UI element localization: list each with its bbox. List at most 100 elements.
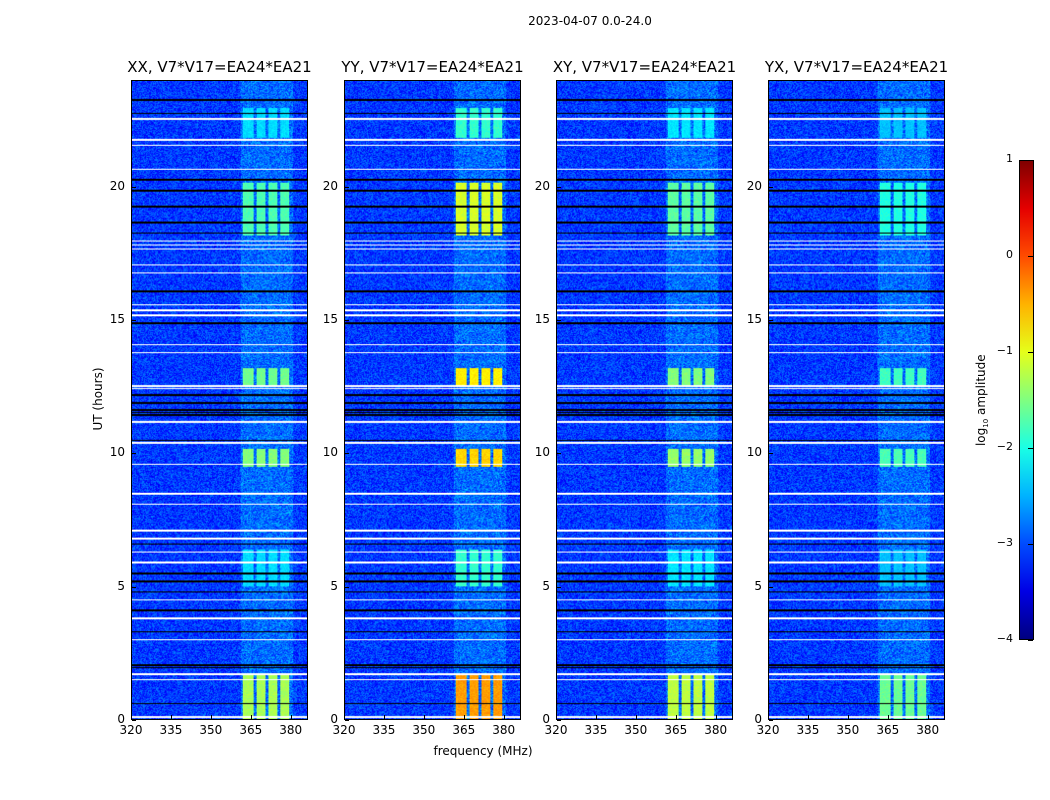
x-tick-mark	[556, 715, 557, 719]
heatmap-image	[769, 81, 944, 719]
y-tick-label: 5	[330, 578, 338, 593]
heatmap-image	[557, 81, 732, 719]
y-tick-label: 5	[754, 578, 762, 593]
x-tick-label: 320	[544, 723, 568, 737]
y-tick-label: 15	[534, 312, 550, 326]
y-tick-label: 20	[109, 178, 125, 193]
x-tick-label: 335	[796, 723, 820, 737]
y-tick-mark	[132, 720, 136, 721]
y-tick-label: 0	[117, 712, 125, 726]
y-tick-mark	[769, 453, 773, 455]
heatmap-panel-1	[344, 80, 521, 720]
heatmap-image	[132, 81, 307, 719]
colorbar-tick-label: −4	[996, 632, 1013, 645]
panel-title: YY, V7*V17=EA24*EA21	[341, 58, 524, 76]
x-tick-label: 335	[584, 723, 608, 737]
y-tick-label: 0	[754, 712, 762, 726]
y-tick-mark	[132, 320, 136, 321]
y-tick-mark	[769, 586, 773, 588]
y-tick-label: 20	[322, 178, 338, 193]
x-tick-mark	[210, 715, 212, 719]
x-tick-mark	[250, 715, 252, 719]
panel-title: XX, V7*V17=EA24*EA21	[127, 58, 312, 76]
x-tick-mark	[675, 715, 677, 719]
x-tick-mark	[170, 715, 172, 719]
x-tick-label: 320	[332, 723, 356, 737]
y-tick-label: 5	[542, 578, 550, 593]
y-tick-label: 5	[117, 578, 125, 593]
colorbar-tick-mark	[1028, 544, 1033, 545]
y-tick-label: 15	[109, 312, 125, 326]
colorbar-tick-mark	[1028, 160, 1033, 161]
y-tick-mark	[769, 320, 773, 321]
colorbar-tick-label: 0	[1006, 248, 1013, 261]
colorbar-tick-label: −1	[996, 344, 1013, 357]
y-tick-label: 10	[322, 445, 338, 460]
y-tick-label: 15	[322, 312, 338, 326]
colorbar-tick-label: 1	[1006, 152, 1013, 165]
y-tick-mark	[345, 586, 349, 588]
x-tick-mark	[807, 715, 809, 719]
x-tick-label: 380	[704, 723, 728, 737]
y-axis-label: UT (hours)	[91, 367, 105, 431]
y-tick-label: 20	[534, 178, 550, 193]
x-tick-mark	[423, 715, 425, 719]
heatmap-image	[345, 81, 520, 719]
x-tick-mark	[768, 715, 769, 719]
y-tick-label: 10	[109, 445, 125, 460]
x-tick-label: 350	[199, 723, 223, 737]
colorbar	[1019, 160, 1034, 640]
colorbar-label-suffix: amplitude	[973, 354, 988, 419]
x-tick-mark	[383, 715, 385, 719]
y-tick-mark	[557, 720, 561, 721]
x-tick-label: 365	[664, 723, 688, 737]
x-tick-mark	[595, 715, 597, 719]
x-tick-label: 350	[624, 723, 648, 737]
x-tick-label: 365	[239, 723, 263, 737]
y-tick-mark	[557, 453, 561, 455]
x-tick-label: 320	[119, 723, 143, 737]
y-tick-mark	[345, 186, 349, 188]
x-tick-mark	[715, 715, 717, 719]
x-tick-label: 380	[916, 723, 940, 737]
panel-title: YX, V7*V17=EA24*EA21	[764, 58, 949, 76]
y-tick-mark	[132, 453, 136, 455]
figure-title: 2023-04-07 0.0-24.0	[528, 14, 652, 28]
y-tick-mark	[345, 720, 349, 721]
x-tick-label: 365	[876, 723, 900, 737]
colorbar-tick-mark	[1028, 352, 1033, 353]
x-tick-mark	[463, 715, 465, 719]
y-tick-mark	[557, 586, 561, 588]
x-tick-label: 380	[279, 723, 303, 737]
heatmap-panel-3	[768, 80, 945, 720]
y-tick-label: 0	[542, 712, 550, 726]
y-tick-mark	[132, 586, 136, 588]
x-tick-label: 380	[492, 723, 516, 737]
y-tick-mark	[557, 320, 561, 321]
y-tick-mark	[132, 186, 136, 188]
x-tick-label: 350	[836, 723, 860, 737]
colorbar-tick-mark	[1028, 448, 1033, 449]
y-tick-mark	[557, 186, 561, 188]
x-tick-mark	[503, 715, 505, 719]
x-tick-mark	[927, 715, 929, 719]
heatmap-panel-2	[556, 80, 733, 720]
colorbar-tick-mark	[1028, 256, 1033, 257]
colorbar-tick-mark	[1028, 640, 1033, 641]
colorbar-label-sub: 10	[982, 418, 991, 428]
x-tick-mark	[887, 715, 889, 719]
x-tick-mark	[131, 715, 132, 719]
x-tick-label: 335	[372, 723, 396, 737]
x-tick-mark	[290, 715, 292, 719]
x-axis-label: frequency (MHz)	[433, 744, 533, 758]
panel-title: XY, V7*V17=EA24*EA21	[552, 58, 737, 76]
x-tick-mark	[635, 715, 637, 719]
colorbar-tick-label: −2	[996, 440, 1013, 453]
y-tick-mark	[769, 186, 773, 188]
y-tick-mark	[345, 320, 349, 321]
y-tick-label: 0	[330, 712, 338, 726]
heatmap-panel-0	[131, 80, 308, 720]
colorbar-tick-label: −3	[996, 536, 1013, 549]
y-tick-label: 10	[746, 445, 762, 460]
